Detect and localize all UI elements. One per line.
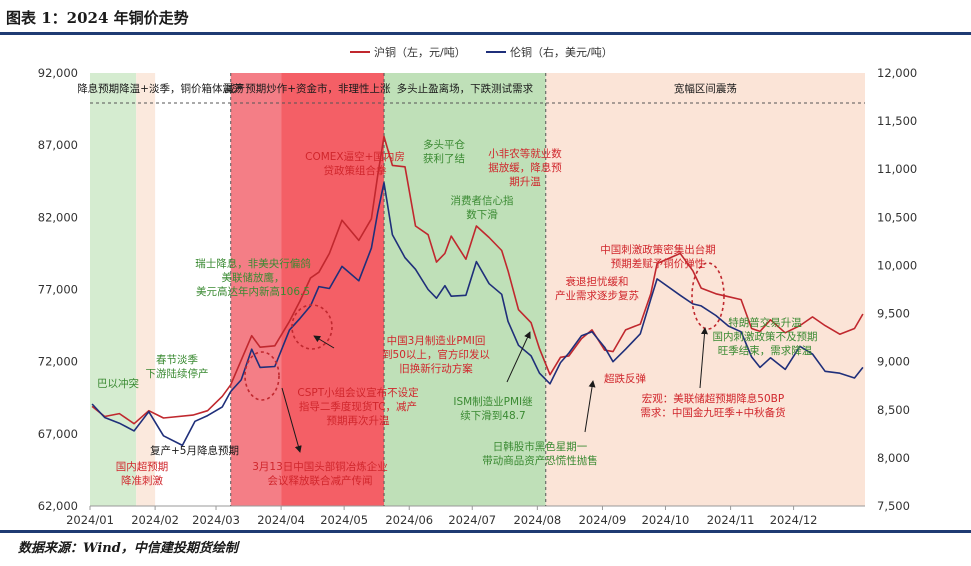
annotation-arrow-0 (281, 387, 302, 453)
annotation-8: 到50以上，官方印发以 (382, 348, 490, 361)
footer-rule (0, 530, 971, 533)
y-left-tick-label: 92,000 (38, 66, 78, 80)
annotation-7: 贷政策组合拳 (324, 164, 387, 177)
annotation-14: 超跌反弹 (604, 372, 646, 385)
series-line-shfe (91, 135, 864, 425)
x-tick-label: 2024/12 (770, 513, 818, 527)
phase-band-1 (136, 73, 156, 506)
annotation-2: 国内超预期 (116, 460, 169, 473)
annotation-6: 3月13日中国头部铜冶炼企业 (252, 460, 388, 473)
annotation-13: ISM制造业PMI继 (453, 395, 532, 408)
x-tick-label: 2024/10 (642, 513, 690, 527)
x-tick-label: 2024/04 (257, 513, 305, 527)
annotation-11: 小非农等就业数 (488, 147, 562, 160)
annotation-12: 产业需求逐步复苏 (555, 289, 639, 302)
y-right-tick-label: 9,500 (877, 307, 910, 321)
phase-label-2: 多头止盈离场，下跌测试需求 (397, 82, 534, 95)
phase-band-0 (90, 73, 137, 506)
annotation-2: 降准刺激 (121, 474, 163, 487)
annotation-8: 中国3月制造业PMI回 (387, 334, 486, 347)
annotation-4: 美联储放鹰， (222, 271, 285, 284)
annotation-7: COMEX逼空+国内房 (305, 150, 405, 163)
annotation-18: 国内刺激政策不及预期 (713, 330, 818, 343)
annotation-12: 衰退担忧缓和 (566, 275, 629, 288)
x-tick-label: 2024/01 (66, 513, 114, 527)
annotation-1: 春节淡季 (156, 354, 198, 366)
annotation-9: 获利了结 (423, 152, 465, 165)
annotation-6: 会议释放联合减产传闻 (268, 474, 373, 487)
annotation-16: 预期差赋予铜价弹性 (611, 257, 706, 270)
source-note: 数据来源：Wind，中信建投期货绘制 (18, 541, 238, 556)
annotation-17: 需求：中国金九旺季+中秋备货 (640, 406, 785, 419)
annotation-10: 消费者信心指 (451, 194, 514, 207)
x-tick-label: 2024/11 (707, 513, 755, 527)
annotation-10: 数下滑 (466, 208, 498, 221)
annotation-arrow-4 (699, 327, 708, 389)
x-tick-label: 2024/08 (513, 513, 561, 527)
annotation-13: 续下滑到48.7 (460, 409, 525, 422)
annotation-17: 宏观：美联储超预期降息50BP (642, 392, 784, 405)
title-rule (0, 32, 971, 35)
annotation-arrow-2 (506, 331, 531, 383)
legend-label: 沪铜（左，元/吨） (374, 45, 466, 59)
annotation-4: 美元高达年内新高106.5 (196, 285, 310, 298)
y-left-tick-label: 82,000 (38, 210, 78, 224)
annotation-15: 带动商品资产恐慌性抛售 (482, 454, 598, 467)
annotation-4: 瑞士降息，非美央行偏鸽 (195, 257, 311, 270)
x-tick-label: 2024/03 (192, 513, 240, 527)
annotation-15: 日韩股市黑色星期一 (493, 440, 588, 453)
phase-label-3: 宽幅区间震荡 (674, 82, 737, 95)
phase-band-4 (384, 73, 546, 506)
annotation-arrow-3 (584, 380, 596, 433)
annotation-5: CSPT小组会议宣布不设定 (297, 386, 419, 399)
x-tick-label: 2024/02 (131, 513, 179, 527)
phase-label-1: 减产预期炒作+资金市，非理性上涨 (224, 82, 391, 95)
phase-label-0: 降息预期降温+淡季，铜价箱体震荡 (77, 82, 243, 95)
annotation-16: 中国刺激政策密集出台期 (600, 243, 716, 256)
y-right-tick-label: 10,000 (877, 258, 917, 272)
annotation-arrow-1 (313, 335, 335, 349)
x-tick-label: 2024/07 (448, 513, 496, 527)
y-left-tick-label: 77,000 (38, 283, 78, 297)
annotation-3: 复产+5月降息预期 (150, 444, 239, 457)
highlight-circle-0 (244, 351, 280, 401)
y-left-tick-label: 62,000 (38, 499, 78, 513)
y-left-tick-label: 72,000 (38, 355, 78, 369)
annotation-5: 预期再次升温 (327, 414, 390, 427)
legend-label: 伦铜（右，美元/吨） (510, 45, 613, 59)
annotation-18: 特朗普交易升温 (728, 316, 802, 329)
x-tick-label: 2024/05 (320, 513, 368, 527)
y-right-tick-label: 8,500 (877, 403, 910, 417)
y-right-tick-label: 10,500 (877, 210, 917, 224)
y-right-tick-label: 7,500 (877, 499, 910, 513)
annotation-11: 期升温 (509, 176, 541, 188)
y-right-tick-label: 9,000 (877, 355, 910, 369)
phase-band-2 (230, 73, 282, 506)
y-right-tick-label: 12,000 (877, 66, 917, 80)
y-left-tick-label: 67,000 (38, 427, 78, 441)
annotation-9: 多头平仓 (423, 138, 465, 151)
y-right-tick-label: 11,000 (877, 162, 917, 176)
highlight-circle-2 (691, 262, 725, 330)
annotation-8: 旧换新行动方案 (399, 362, 473, 375)
annotation-0: 巴以冲突 (97, 377, 139, 390)
y-right-tick-label: 11,500 (877, 114, 917, 128)
y-left-tick-label: 87,000 (38, 138, 78, 152)
series-line-lme (91, 181, 864, 447)
phase-band-3 (281, 73, 385, 506)
annotation-1: 下游陆续停产 (146, 367, 209, 380)
annotation-18: 旺季结束，需求降温 (718, 344, 813, 357)
x-tick-label: 2024/09 (579, 513, 627, 527)
annotation-11: 据放缓，降息预 (488, 161, 562, 174)
y-right-tick-label: 8,000 (877, 451, 910, 465)
x-tick-label: 2024/06 (385, 513, 433, 527)
page-title: 图表 1：2024 年铜价走势 (6, 9, 189, 27)
annotation-5: 指导二季度现货TC，减产 (299, 400, 417, 413)
highlight-circle-1 (291, 304, 333, 350)
